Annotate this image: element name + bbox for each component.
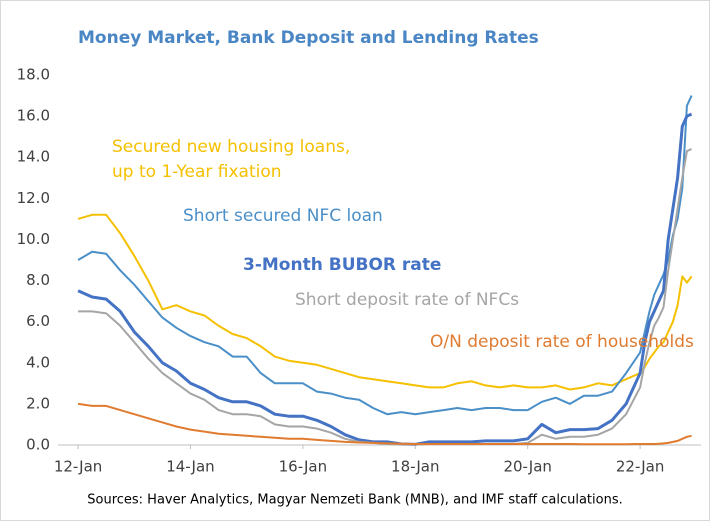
- series-label: Short deposit rate of NFCs: [295, 290, 519, 310]
- series-label: up to 1-Year fixation: [112, 162, 282, 182]
- y-tick-label: 12.0: [17, 189, 50, 207]
- y-tick-label: 18.0: [17, 66, 50, 84]
- series-line: [77, 402, 692, 446]
- x-tick-label: 18-Jan: [391, 458, 439, 476]
- y-tick-label: 2.0: [26, 394, 50, 412]
- series-label: Short secured NFC loan: [183, 206, 383, 226]
- x-tick-label: 14-Jan: [166, 458, 214, 476]
- y-tick-label: 0.0: [26, 436, 50, 454]
- series-label: 3-Month BUBOR rate: [243, 255, 441, 275]
- series-label: Secured new housing loans,: [112, 137, 350, 157]
- series-label: O/N deposit rate of households: [430, 332, 694, 352]
- y-tick-label: 8.0: [26, 271, 50, 289]
- y-tick-label: 16.0: [17, 107, 50, 125]
- y-tick-label: 4.0: [26, 353, 50, 371]
- series-line: [77, 95, 693, 416]
- x-tick-label: 22-Jan: [616, 458, 664, 476]
- source-note: Sources: Haver Analytics, Magyar Nemzeti…: [87, 493, 623, 508]
- series-line: [77, 112, 693, 446]
- x-tick-label: 12-Jan: [54, 458, 102, 476]
- y-tick-label: 10.0: [17, 230, 50, 248]
- series-line: [77, 213, 693, 391]
- chart-title: Money Market, Bank Deposit and Lending R…: [78, 28, 539, 48]
- x-tick-label: 20-Jan: [503, 458, 551, 476]
- y-tick-label: 6.0: [26, 312, 50, 330]
- y-tick-label: 14.0: [17, 148, 50, 166]
- x-tick-label: 16-Jan: [279, 458, 327, 476]
